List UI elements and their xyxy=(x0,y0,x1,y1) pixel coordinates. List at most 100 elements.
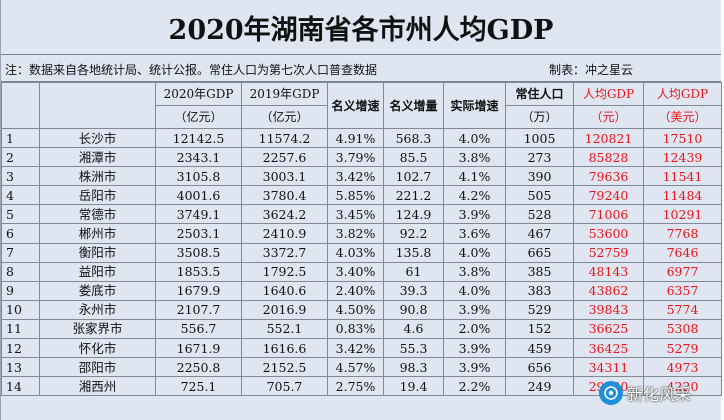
cell-percap-cny: 34311 xyxy=(573,357,644,378)
cell-index: 9 xyxy=(1,280,40,301)
cell-city: 郴州市 xyxy=(39,223,156,244)
cell-percap-usd: 10291 xyxy=(643,204,722,225)
table-row: 5 常德市 3749.1 3624.2 3.45% 124.9 3.9% 528 71006 10… xyxy=(1,204,722,225)
table-row: 3 株洲市 3105.8 3003.1 3.42% 102.7 4.1% 390 79636 11… xyxy=(1,166,722,187)
header-percap-usd-line1: 人均GDP xyxy=(643,82,722,106)
header-nominal-increase: 名义增量 xyxy=(383,82,444,129)
cell-gdp2019: 705.7 xyxy=(241,376,328,397)
header-row-1: 2020年GDP 2019年GDP 名义增速 名义增量 实际增速 常住人口 人均… xyxy=(1,82,722,129)
cell-nominal-rate: 3.79% xyxy=(327,147,384,168)
cell-index: 11 xyxy=(1,318,40,340)
cell-index: 1 xyxy=(1,127,40,149)
cell-gdp2019: 2257.6 xyxy=(241,147,328,168)
cell-gdp2019: 3372.7 xyxy=(241,242,328,263)
cell-real-rate: 2.0% xyxy=(443,318,506,340)
cell-population: 273 xyxy=(505,147,574,168)
watermark-text: 新化风采 xyxy=(627,385,692,404)
cell-gdp2019: 3780.4 xyxy=(241,185,328,206)
cell-gdp2020: 2107.7 xyxy=(155,299,242,320)
header-percap-cny-line2: （元） xyxy=(573,105,644,129)
cell-gdp2020: 12142.5 xyxy=(155,127,242,149)
table-body: 1 长沙市 12142.5 11574.2 4.91% 568.3 4.0% 1005 1208… xyxy=(1,127,722,397)
cell-population: 528 xyxy=(505,204,574,225)
cell-real-rate: 3.9% xyxy=(443,357,506,378)
wechat-channel-icon xyxy=(599,381,623,405)
cell-city: 张家界市 xyxy=(39,318,156,340)
table-row: 1 长沙市 12142.5 11574.2 4.91% 568.3 4.0% 1005 1208… xyxy=(1,127,722,149)
table-row: 2 湘潭市 2343.1 2257.6 3.79% 85.5 3.8% 273 85828 124… xyxy=(1,147,722,168)
cell-nominal-rate: 2.75% xyxy=(327,376,384,397)
cell-nominal-rate: 3.42% xyxy=(327,166,384,187)
cell-real-rate: 3.8% xyxy=(443,261,506,282)
cell-nominal-increase: 61 xyxy=(383,261,444,282)
cell-percap-usd: 5279 xyxy=(643,338,722,359)
header-population-line2: （万） xyxy=(505,105,574,129)
cell-gdp2020: 725.1 xyxy=(155,376,242,397)
header-real-rate: 实际增速 xyxy=(443,82,506,129)
cell-percap-usd: 7646 xyxy=(643,242,722,263)
cell-city: 衡阳市 xyxy=(39,242,156,263)
cell-city: 益阳市 xyxy=(39,261,156,282)
cell-percap-cny: 53600 xyxy=(573,223,644,244)
cell-nominal-rate: 4.57% xyxy=(327,357,384,378)
cell-gdp2019: 552.1 xyxy=(241,318,328,340)
cell-percap-usd: 12439 xyxy=(643,147,722,168)
table-row: 6 郴州市 2503.1 2410.9 3.82% 92.2 3.6% 467 53600 776… xyxy=(1,223,722,244)
cell-percap-cny: 79240 xyxy=(573,185,644,206)
cell-gdp2019: 3624.2 xyxy=(241,204,328,225)
cell-nominal-rate: 2.40% xyxy=(327,280,384,301)
cell-index: 5 xyxy=(1,204,40,225)
cell-gdp2019: 1792.5 xyxy=(241,261,328,282)
cell-index: 8 xyxy=(1,261,40,282)
cell-nominal-increase: 4.6 xyxy=(383,318,444,340)
cell-gdp2020: 4001.6 xyxy=(155,185,242,206)
cell-percap-usd: 17510 xyxy=(643,127,722,149)
cell-percap-usd: 6977 xyxy=(643,261,722,282)
cell-gdp2020: 2250.8 xyxy=(155,357,242,378)
cell-nominal-increase: 221.2 xyxy=(383,185,444,206)
cell-index: 14 xyxy=(1,376,40,397)
cell-gdp2020: 1853.5 xyxy=(155,261,242,282)
cell-city: 怀化市 xyxy=(39,338,156,359)
cell-real-rate: 3.8% xyxy=(443,147,506,168)
cell-percap-cny: 36425 xyxy=(573,338,644,359)
cell-population: 1005 xyxy=(505,127,574,149)
header-gdp2020-line2: （亿元） xyxy=(155,105,242,129)
cell-gdp2019: 11574.2 xyxy=(241,127,328,149)
cell-city: 湘西州 xyxy=(39,376,156,397)
cell-city: 岳阳市 xyxy=(39,185,156,206)
cell-gdp2019: 2152.5 xyxy=(241,357,328,378)
cell-percap-cny: 39843 xyxy=(573,299,644,320)
cell-real-rate: 4.1% xyxy=(443,166,506,187)
cell-index: 7 xyxy=(1,242,40,263)
cell-nominal-rate: 4.03% xyxy=(327,242,384,263)
cell-population: 529 xyxy=(505,299,574,320)
table-title: 2020年湖南省各市州人均GDP xyxy=(1,0,721,55)
header-gdp2019-line2: （亿元） xyxy=(241,105,328,129)
cell-gdp2020: 2343.1 xyxy=(155,147,242,168)
cell-nominal-rate: 0.83% xyxy=(327,318,384,340)
cell-gdp2020: 3508.5 xyxy=(155,242,242,263)
cell-nominal-increase: 39.3 xyxy=(383,280,444,301)
header-nominal-rate: 名义增速 xyxy=(327,82,384,129)
header-gdp2019-line1: 2019年GDP xyxy=(241,82,328,106)
cell-nominal-increase: 85.5 xyxy=(383,147,444,168)
cell-percap-cny: 48143 xyxy=(573,261,644,282)
cell-percap-cny: 43862 xyxy=(573,280,644,301)
cell-nominal-increase: 568.3 xyxy=(383,127,444,149)
cell-population: 383 xyxy=(505,280,574,301)
cell-nominal-increase: 19.4 xyxy=(383,376,444,397)
header-population-line1: 常住人口 xyxy=(505,82,574,106)
cell-nominal-rate: 3.40% xyxy=(327,261,384,282)
cell-population: 665 xyxy=(505,242,574,263)
cell-city: 湘潭市 xyxy=(39,147,156,168)
cell-gdp2019: 1616.6 xyxy=(241,338,328,359)
cell-population: 385 xyxy=(505,261,574,282)
cell-percap-usd: 6357 xyxy=(643,280,722,301)
cell-city: 娄底市 xyxy=(39,280,156,301)
header-row-2: （亿元） （亿元） （万） （元） （美元） xyxy=(2,105,722,129)
cell-nominal-increase: 102.7 xyxy=(383,166,444,187)
source-note: 注：数据来自各地统计局、统计公报。常住人口为第七次人口普查数据 xyxy=(5,63,378,77)
cell-real-rate: 4.0% xyxy=(443,242,506,263)
